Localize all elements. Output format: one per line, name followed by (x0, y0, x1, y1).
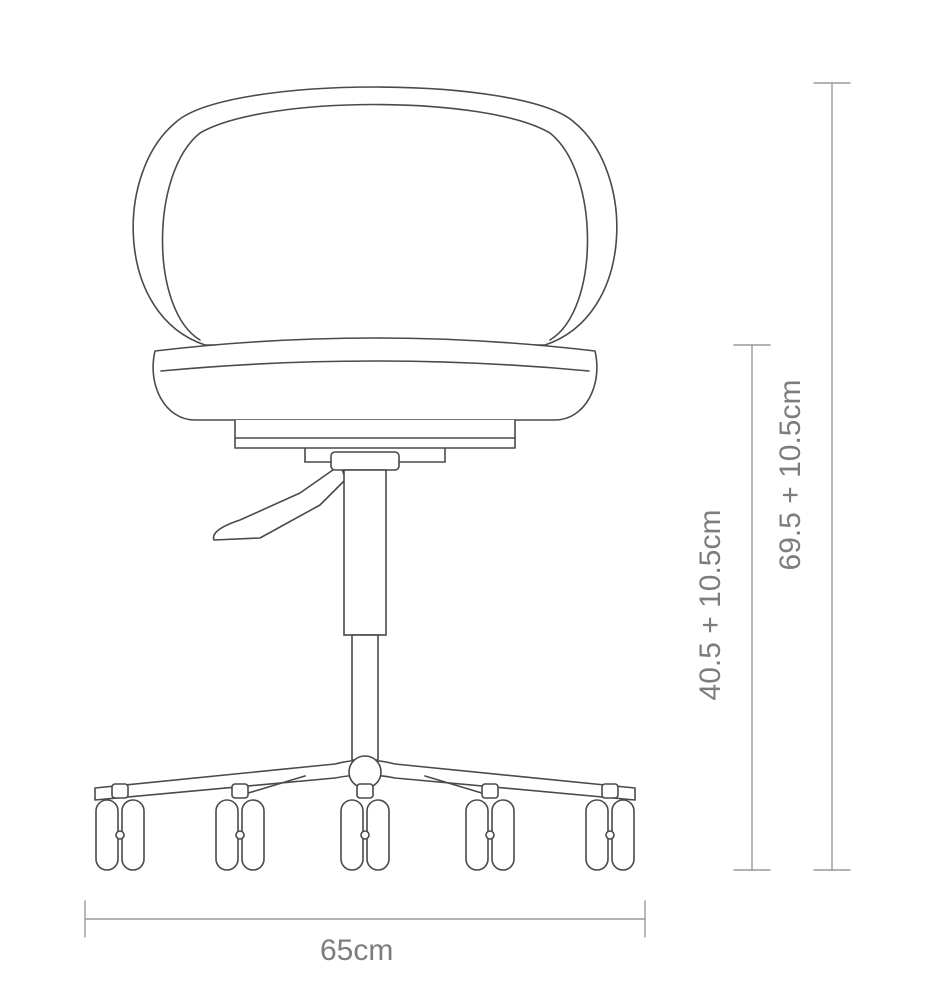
dimension-diagram: 65cm 40.5 + 10.5cm 69.5 + 10.5cm (0, 0, 929, 1000)
dimension-width: 65cm (85, 901, 645, 967)
casters (96, 784, 634, 870)
chair-seat (153, 338, 597, 462)
dimension-seat-height-label: 40.5 + 10.5cm (694, 510, 727, 701)
chair-backrest (133, 87, 617, 345)
dimension-width-label: 65cm (320, 934, 393, 967)
gas-column (331, 452, 399, 760)
dimension-seat-height: 40.5 + 10.5cm (694, 345, 770, 870)
dimension-total-height-label: 69.5 + 10.5cm (774, 380, 807, 571)
height-lever (214, 465, 346, 540)
dimension-total-height: 69.5 + 10.5cm (774, 83, 850, 870)
